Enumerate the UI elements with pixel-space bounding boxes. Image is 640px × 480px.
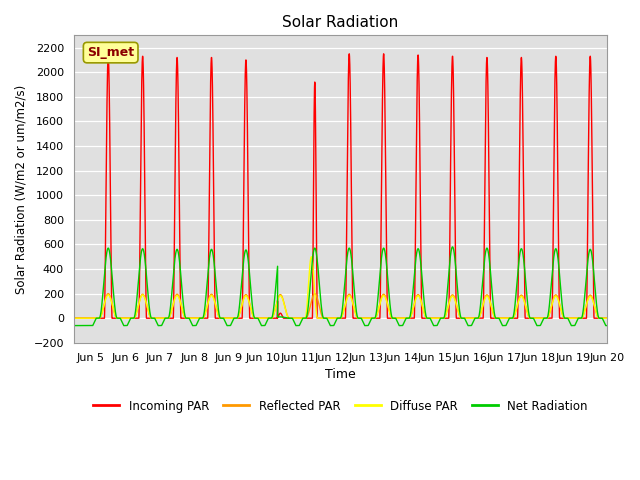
Net Radiation <box>70 323 77 328</box>
Diffuse PAR <box>604 315 611 321</box>
Diffuse PAR <box>307 254 315 260</box>
Diffuse PAR <box>471 315 479 321</box>
Reflected PAR <box>604 315 611 321</box>
Incoming PAR <box>499 315 506 321</box>
Text: SI_met: SI_met <box>87 46 134 59</box>
Net Radiation <box>471 315 479 321</box>
Net Radiation <box>506 315 514 321</box>
Net Radiation <box>411 270 419 276</box>
Reflected PAR <box>411 300 419 306</box>
Diffuse PAR <box>499 315 506 321</box>
Net Radiation <box>499 323 506 328</box>
Reflected PAR <box>471 315 479 321</box>
Line: Incoming PAR: Incoming PAR <box>74 54 607 318</box>
Net Radiation <box>486 257 493 263</box>
Incoming PAR <box>604 315 611 321</box>
Incoming PAR <box>98 315 106 321</box>
Incoming PAR <box>346 51 353 57</box>
Reflected PAR <box>506 315 514 321</box>
Incoming PAR <box>486 213 493 219</box>
Diffuse PAR <box>411 300 419 306</box>
Title: Solar Radiation: Solar Radiation <box>282 15 399 30</box>
Reflected PAR <box>311 291 319 297</box>
Y-axis label: Solar Radiation (W/m2 or um/m2/s): Solar Radiation (W/m2 or um/m2/s) <box>15 84 28 294</box>
Incoming PAR <box>411 310 419 315</box>
Reflected PAR <box>499 315 506 321</box>
Diffuse PAR <box>98 312 106 317</box>
Reflected PAR <box>486 296 493 302</box>
Net Radiation <box>604 323 611 328</box>
Incoming PAR <box>471 315 479 321</box>
Diffuse PAR <box>486 297 493 303</box>
Reflected PAR <box>70 315 77 321</box>
Line: Net Radiation: Net Radiation <box>74 247 607 325</box>
Reflected PAR <box>98 311 106 317</box>
Line: Reflected PAR: Reflected PAR <box>74 294 607 318</box>
Line: Diffuse PAR: Diffuse PAR <box>74 257 607 318</box>
Incoming PAR <box>506 315 514 321</box>
Legend: Incoming PAR, Reflected PAR, Diffuse PAR, Net Radiation: Incoming PAR, Reflected PAR, Diffuse PAR… <box>89 395 593 417</box>
X-axis label: Time: Time <box>325 368 356 381</box>
Diffuse PAR <box>70 315 77 321</box>
Net Radiation <box>98 303 106 309</box>
Diffuse PAR <box>506 315 514 321</box>
Incoming PAR <box>70 315 77 321</box>
Net Radiation <box>449 244 456 250</box>
